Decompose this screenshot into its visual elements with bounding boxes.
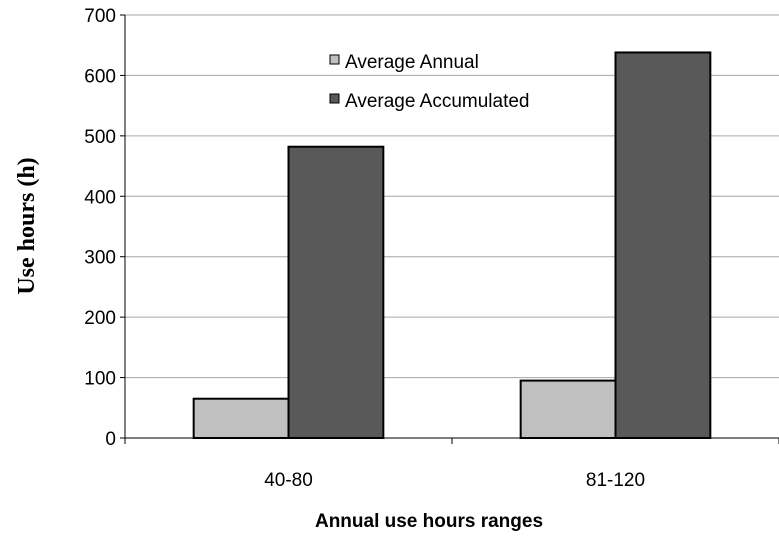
bars — [192, 51, 712, 440]
y-tick-label: 0 — [105, 429, 116, 450]
legend: Average Annual Average Accumulated — [329, 52, 530, 112]
y-tick-label: 600 — [84, 66, 116, 87]
y-tick-label: 300 — [84, 248, 116, 269]
y-tick-label: 100 — [84, 369, 116, 390]
x-category-label: 40-80 — [264, 470, 313, 491]
axes — [124, 15, 779, 444]
legend-label-average-annual: Average Annual — [345, 52, 479, 73]
y-tick-label: 400 — [84, 187, 116, 208]
bar-average-annual-81-120 — [519, 379, 617, 440]
y-tick-label: 700 — [84, 6, 116, 27]
bar-average-annual-40-80 — [192, 397, 290, 440]
legend-swatch-average-annual — [329, 54, 340, 65]
y-tick-label: 200 — [84, 308, 116, 329]
bar-average-accumulated-81-120 — [614, 51, 712, 439]
y-tick-label: 500 — [84, 127, 116, 148]
legend-swatch-average-accumulated — [329, 93, 340, 104]
x-axis-label: Annual use hours ranges — [315, 511, 543, 532]
legend-label-average-accumulated: Average Accumulated — [345, 91, 530, 112]
bar-average-accumulated-40-80 — [287, 145, 385, 439]
x-category-labels: 40-80 81-120 — [264, 470, 645, 491]
x-category-label: 81-120 — [586, 470, 645, 491]
y-axis-label: Use hours (h) — [14, 157, 40, 294]
y-tick-labels: 0 100 200 300 400 500 600 700 — [84, 6, 116, 450]
